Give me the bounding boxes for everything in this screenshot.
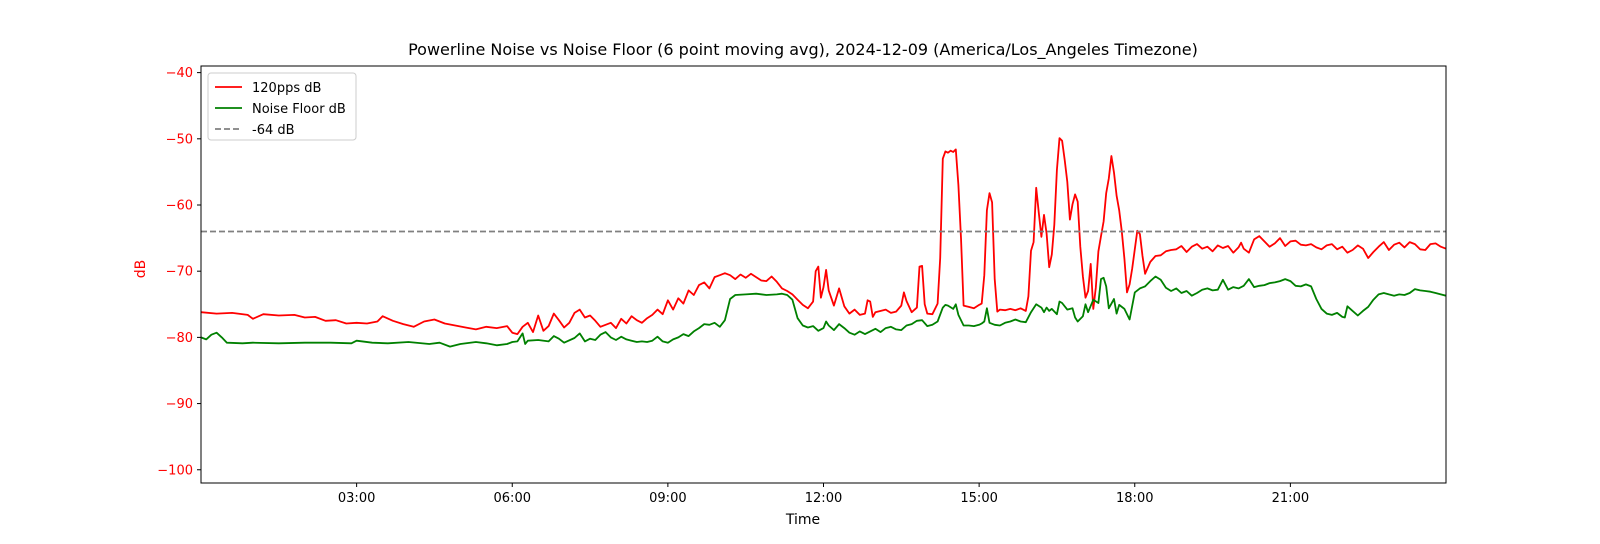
series-group <box>201 137 1446 348</box>
series-line-2 <box>201 275 1446 348</box>
x-tick-label: 09:00 <box>649 491 686 506</box>
y-tick-label: −80 <box>166 331 193 346</box>
legend-label: -64 dB <box>252 123 295 138</box>
chart-title: Powerline Noise vs Noise Floor (6 point … <box>408 40 1198 60</box>
axes: 03:00 06:00 09:00 12:00 15:00 18:00 21:00 −40 −5… <box>157 65 1447 506</box>
x-tick-label: 18:00 <box>1116 491 1153 506</box>
y-tick-label: −40 <box>166 66 193 81</box>
x-axis-label: Time <box>785 512 820 528</box>
x-tick-label: 12:00 <box>805 491 842 506</box>
y-tick-label: −90 <box>166 397 193 412</box>
legend: 120pps dB Noise Floor dB -64 dB <box>207 72 357 141</box>
x-tick-label: 06:00 <box>494 491 531 506</box>
x-tick-label: 15:00 <box>960 491 997 506</box>
legend-box <box>207 72 357 141</box>
legend-label: Noise Floor dB <box>252 102 346 117</box>
y-tick-label: −60 <box>166 199 193 214</box>
x-tick-label: 21:00 <box>1272 491 1309 506</box>
y-tick-label: −100 <box>157 463 193 478</box>
x-tick-label: 03:00 <box>338 491 375 506</box>
y-tick-label: −50 <box>166 132 193 147</box>
y-axis-label: dB <box>133 260 149 279</box>
plot-area <box>201 137 1446 348</box>
y-tick-label: −70 <box>166 265 193 280</box>
legend-label: 120pps dB <box>252 81 321 96</box>
series-line-1 <box>201 137 1446 335</box>
